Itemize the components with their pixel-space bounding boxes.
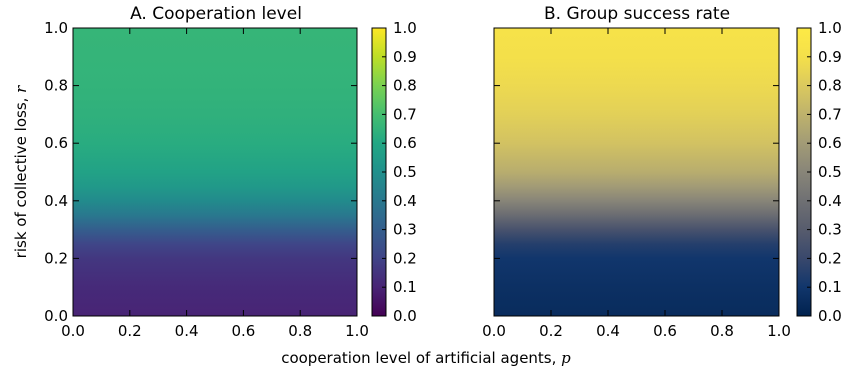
heatmap-a [73,28,357,316]
panel-a-y-tick-label: 0.4 [44,192,68,210]
panel-a-colorbar-tick-label: 0.1 [393,278,417,296]
panel-a-y-tick-label: 0.0 [44,307,68,325]
heatmap-b [494,28,779,316]
panel-b-x-tick-label: 0.6 [653,322,677,340]
panel-b-colorbar-tick-label: 0.2 [818,249,842,267]
panel-b-colorbar-tick-label: 0.6 [818,134,842,152]
panel-a-colorbar-tick-label: 0.0 [393,307,417,325]
panel-a-colorbar-tick-label: 1.0 [393,19,417,37]
panel-a-x-ticks: 0.0 0.2 0.4 0.6 0.8 1.0 [61,28,369,340]
panel-b-x-tick-label: 0.0 [482,322,506,340]
heatmap-b-frame [493,27,780,317]
panel-a-colorbar-tick-label: 0.2 [393,249,417,267]
panel-b-x-tick-label: 1.0 [767,322,791,340]
panel-b-x-tick-label: 0.8 [710,322,734,340]
panel-b-colorbar-tick-label: 0.8 [818,77,842,95]
panel-a-y-ticks: 0.0 0.2 0.4 0.6 0.8 1.0 [44,19,357,325]
panel-b-colorbar-tick-label: 0.9 [818,48,842,66]
heatmap-a-frame [72,27,358,317]
panel-a-y-tick-label: 0.6 [44,134,68,152]
panel-a-colorbar-tick-label: 0.4 [393,192,417,210]
panel-b-colorbar-tick-label: 0.1 [818,278,842,296]
panel-a-x-tick-label: 0.4 [175,322,199,340]
panel-a: A. Cooperation level 0.0 0.2 0.4 0.6 0.8 1.0 … [44,4,417,340]
panel-a-x-tick-label: 0.2 [118,322,142,340]
panel-b-x-tick-label: 0.4 [596,322,620,340]
panel-a-colorbar-tick-label: 0.9 [393,48,417,66]
x-axis-label: cooperation level of artificial agents, … [281,349,571,367]
colorbar-a-ticks: 0.0 0.1 0.2 0.3 0.4 0.5 0.6 0.7 0.8 0.9 1.0 [382,19,417,325]
y-axis-label: risk of collective loss, r [12,85,30,259]
panel-b-colorbar-tick-label: 0.0 [818,307,842,325]
panel-a-y-tick-label: 1.0 [44,19,68,37]
panel-a-x-tick-label: 1.0 [345,322,369,340]
panel-a-colorbar-tick-label: 0.6 [393,134,417,152]
colorbar-b-ticks: 0.0 0.1 0.2 0.3 0.4 0.5 0.6 0.7 0.8 0.9 1.0 [807,19,842,325]
panel-a-x-tick-label: 0.0 [61,322,85,340]
panel-a-x-tick-label: 0.8 [288,322,312,340]
panel-b-x-tick-label: 0.2 [539,322,563,340]
panel-a-colorbar-tick-label: 0.7 [393,105,417,123]
panel-a-y-tick-label: 0.8 [44,77,68,95]
panel-b-colorbar-tick-label: 0.7 [818,105,842,123]
panel-a-colorbar-tick-label: 0.5 [393,163,417,181]
panel-a-colorbar-tick-label: 0.3 [393,221,417,239]
panel-a-title: A. Cooperation level [130,4,302,24]
panel-b-colorbar-tick-label: 1.0 [818,19,842,37]
panel-b-colorbar-tick-label: 0.5 [818,163,842,181]
panel-a-colorbar-tick-label: 0.8 [393,77,417,95]
panel-b: B. Group success rate 0.0 0.2 0.4 0.6 0.8 1.0… [482,4,842,340]
panel-b-colorbar-tick-label: 0.4 [818,192,842,210]
panel-b-x-ticks: 0.0 0.2 0.4 0.6 0.8 1.0 [482,27,791,340]
panel-a-y-tick-label: 0.2 [44,249,68,267]
panel-a-x-tick-label: 0.6 [231,322,255,340]
panel-b-title: B. Group success rate [544,4,730,24]
panel-b-colorbar-tick-label: 0.3 [818,221,842,239]
